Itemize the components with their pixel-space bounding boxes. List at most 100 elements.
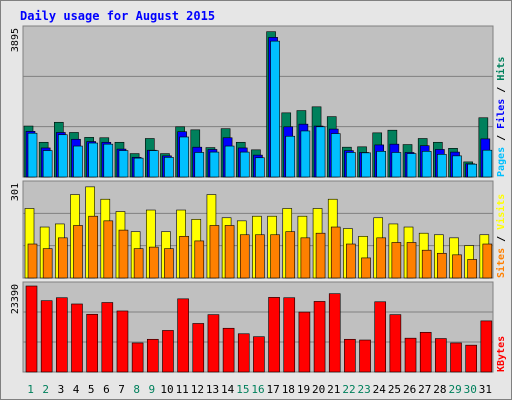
bar-sites-day-10 xyxy=(164,248,174,279)
x-tick-label-day-1: 1 xyxy=(27,383,34,396)
bar-pages-day-30 xyxy=(467,163,477,178)
bar-kbytes-day-28 xyxy=(435,338,447,373)
bar-kbytes-day-18 xyxy=(283,297,296,373)
bar-pages-day-17 xyxy=(270,40,280,178)
bar-kbytes-day-22 xyxy=(344,338,356,373)
y-max-label: 3895 xyxy=(10,28,21,52)
bar-pages-day-2 xyxy=(42,150,53,178)
x-tick-label-day-15: 15 xyxy=(236,383,249,396)
bar-sites-day-23 xyxy=(361,257,371,279)
bar-sites-day-26 xyxy=(406,242,417,279)
bar-kbytes-day-8 xyxy=(131,342,144,373)
bar-sites-day-4 xyxy=(73,225,83,279)
bar-kbytes-day-21 xyxy=(328,293,341,373)
bar-sites-day-27 xyxy=(421,249,432,279)
bar-pages-day-20 xyxy=(315,126,326,178)
legend-entry-hits: Hits xyxy=(495,57,507,81)
x-tick-label-day-17: 17 xyxy=(267,383,280,396)
bar-kbytes-day-2 xyxy=(40,300,53,373)
y-max-label: 301 xyxy=(10,183,21,201)
bar-kbytes-day-29 xyxy=(450,342,462,373)
x-tick-label-day-27: 27 xyxy=(418,383,431,396)
bar-sites-day-16 xyxy=(255,234,265,279)
bar-sites-day-1 xyxy=(27,243,38,279)
x-tick-label-day-2: 2 xyxy=(42,383,49,396)
legend-separator: / xyxy=(496,129,507,147)
x-tick-label-day-18: 18 xyxy=(282,383,295,396)
legend-entry-visits: Visits xyxy=(495,194,507,230)
chart-panels: 3895 Pages / Files / Hits 301 Sites / Visit… xyxy=(10,25,507,373)
bar-pages-day-8 xyxy=(133,157,144,178)
bar-pages-day-28 xyxy=(437,154,447,178)
bar-pages-day-6 xyxy=(103,143,114,178)
x-tick-label-day-14: 14 xyxy=(221,383,235,396)
panel-pages-files-hits: 3895 Pages / Files / Hits xyxy=(10,25,507,178)
bar-pages-day-25 xyxy=(391,152,402,178)
bar-pages-day-21 xyxy=(330,133,341,178)
x-tick-label-day-19: 19 xyxy=(297,383,310,396)
bar-sites-day-11 xyxy=(179,235,189,279)
bar-sites-day-18 xyxy=(285,231,296,279)
x-tick-label-day-22: 22 xyxy=(342,383,355,396)
bar-sites-day-2 xyxy=(42,248,53,279)
x-tick-label-day-21: 21 xyxy=(327,383,340,396)
bar-sites-day-17 xyxy=(270,234,280,279)
x-tick-label-day-3: 3 xyxy=(58,383,65,396)
legend-separator: / xyxy=(496,81,507,99)
bar-kbytes-day-27 xyxy=(419,331,432,373)
bar-sites-day-13 xyxy=(209,225,220,279)
panel-legend: Sites / Visits xyxy=(495,194,507,278)
bar-pages-day-23 xyxy=(361,152,371,178)
bar-pages-day-24 xyxy=(376,151,387,178)
bar-kbytes-day-23 xyxy=(359,339,371,373)
bar-kbytes-day-9 xyxy=(146,338,159,373)
bar-sites-day-7 xyxy=(118,229,129,279)
bar-pages-day-31 xyxy=(482,149,493,178)
bar-kbytes-day-15 xyxy=(237,333,250,373)
bar-sites-day-31 xyxy=(482,243,493,279)
bar-sites-day-3 xyxy=(58,237,68,279)
bar-pages-day-9 xyxy=(148,150,159,178)
bar-kbytes-day-17 xyxy=(268,297,280,373)
x-tick-label-day-24: 24 xyxy=(373,383,387,396)
bar-pages-day-1 xyxy=(27,132,38,178)
bar-pages-day-7 xyxy=(118,150,129,178)
x-tick-label-day-8: 8 xyxy=(133,383,140,396)
bar-sites-day-14 xyxy=(224,225,235,279)
bar-pages-day-3 xyxy=(58,134,68,178)
bar-sites-day-29 xyxy=(452,254,462,279)
x-tick-label-day-25: 25 xyxy=(388,383,401,396)
bar-kbytes-day-11 xyxy=(177,298,189,373)
x-tick-label-day-26: 26 xyxy=(403,383,416,396)
bar-kbytes-day-6 xyxy=(101,302,114,373)
bar-sites-day-24 xyxy=(376,237,387,279)
bar-kbytes-day-26 xyxy=(404,337,417,373)
x-tick-label-day-13: 13 xyxy=(206,383,219,396)
bar-sites-day-5 xyxy=(88,215,98,279)
bar-pages-day-14 xyxy=(224,145,235,178)
legend-entry-pages: Pages xyxy=(496,147,507,177)
x-tick-label-day-5: 5 xyxy=(88,383,95,396)
x-tick-label-day-12: 12 xyxy=(191,383,204,396)
x-tick-label-day-31: 31 xyxy=(479,383,492,396)
bar-kbytes-day-14 xyxy=(222,327,235,373)
x-tick-label-day-23: 23 xyxy=(358,383,371,396)
bar-kbytes-day-5 xyxy=(86,313,98,373)
bar-kbytes-day-16 xyxy=(253,336,265,373)
panel-legend: KBytes xyxy=(496,336,507,372)
x-axis-day-labels: 1 2 3 4 5 6 7 8 9 10 11 12 13 14 15 16 17 18 19 20 21 22 23 24 2… xyxy=(27,383,492,396)
x-tick-label-day-10: 10 xyxy=(160,383,173,396)
bar-kbytes-day-25 xyxy=(389,314,402,373)
bar-sites-day-28 xyxy=(437,252,447,279)
bar-kbytes-day-3 xyxy=(56,297,68,373)
bar-kbytes-day-7 xyxy=(116,310,129,373)
bar-sites-day-21 xyxy=(330,226,341,279)
bar-pages-day-13 xyxy=(209,151,220,178)
legend-entry-files: Files xyxy=(495,99,507,129)
bar-kbytes-day-19 xyxy=(298,311,311,373)
legend-separator: / xyxy=(496,230,507,248)
bar-pages-day-26 xyxy=(406,153,417,178)
bar-kbytes-day-1 xyxy=(25,285,38,373)
